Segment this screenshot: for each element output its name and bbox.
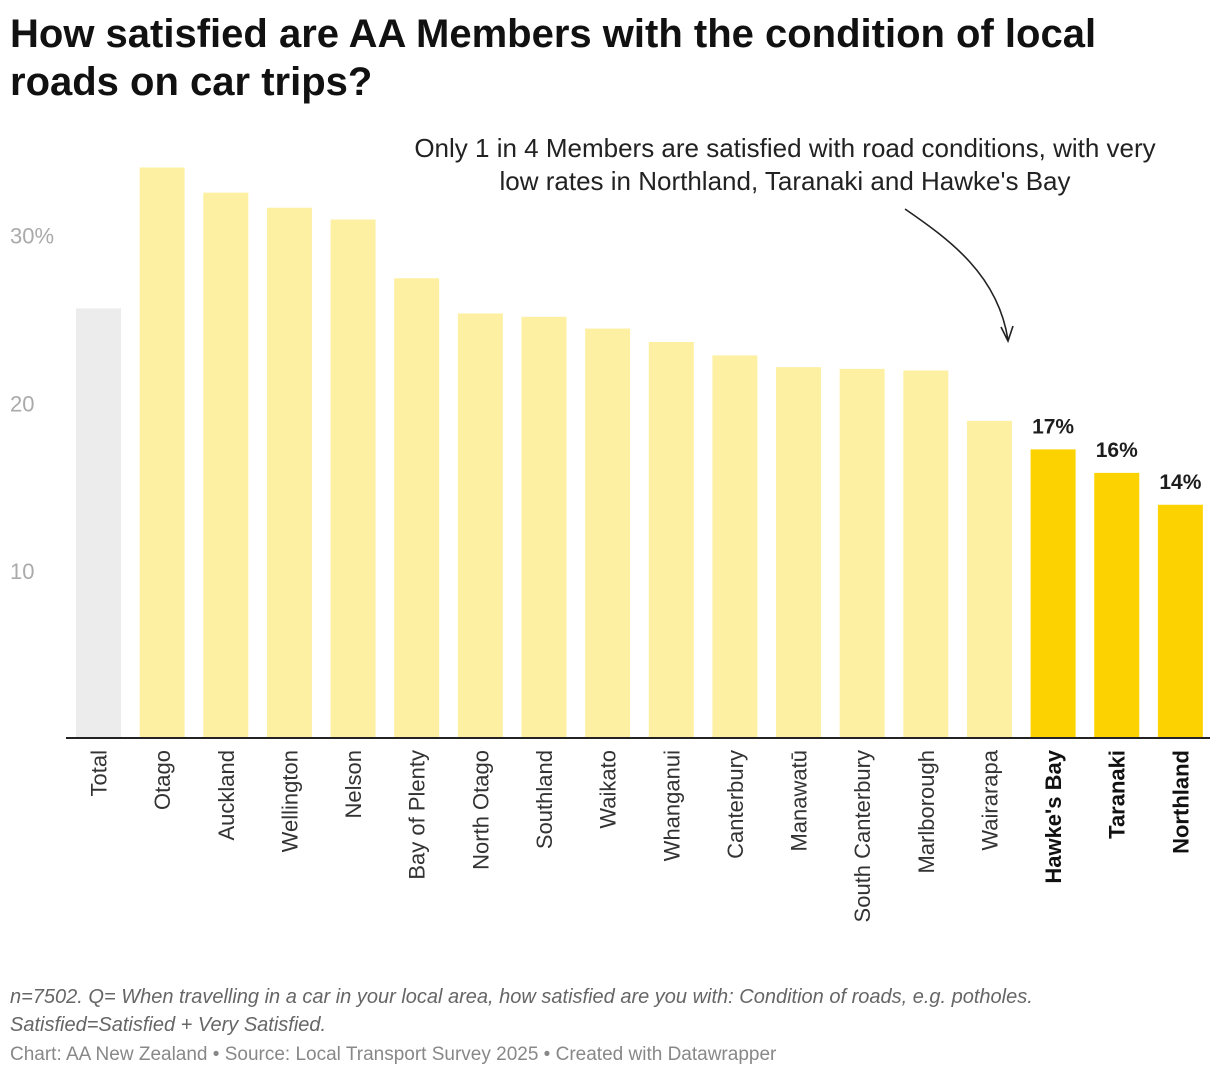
bar-chart: 10 20 30% Total Otago Auckland Wellington Nelso… <box>10 167 1210 922</box>
x-category-label: Waikato <box>596 750 621 829</box>
x-category-label: Nelson <box>341 750 366 818</box>
x-category-label: Wairarapa <box>977 749 1002 850</box>
bar <box>903 370 949 738</box>
bar <box>521 316 567 738</box>
y-tick-label: 20 <box>10 391 34 416</box>
bar <box>76 308 121 738</box>
bar <box>139 167 185 739</box>
bar-value-label: 14% <box>1159 471 1201 494</box>
bar-value-label: 17% <box>1032 415 1074 438</box>
x-category-label: South Canterbury <box>850 750 875 922</box>
chart-credit: Chart: AA New Zealand • Source: Local Tr… <box>10 1044 776 1066</box>
bar <box>394 278 440 738</box>
bar <box>203 192 249 738</box>
bar <box>457 313 503 738</box>
bar <box>966 420 1012 738</box>
x-category-label: Marlborough <box>914 750 939 874</box>
x-category-label: Manawatū <box>787 750 812 852</box>
bar <box>585 328 631 738</box>
annotation-arrow-head <box>1000 325 1014 344</box>
bar <box>1030 449 1076 738</box>
x-category-label: Wellington <box>277 750 302 852</box>
x-category-label: Southland <box>532 750 557 849</box>
bar <box>839 368 885 738</box>
notes-line-1: n=7502. Q= When travelling in a car in y… <box>10 986 1033 1008</box>
annotation-arrow-line <box>904 208 1009 341</box>
x-category-label: Northland <box>1168 750 1193 854</box>
x-category-label: Otago <box>150 750 175 810</box>
chart-title: How satisfied are AA Members with the co… <box>10 12 1097 104</box>
bar <box>266 207 312 738</box>
annotation-line-1: Only 1 in 4 Members are satisfied with r… <box>414 133 1156 163</box>
bar <box>648 341 694 738</box>
y-tick-label: 30% <box>10 224 54 249</box>
credit-separator: • <box>207 1044 225 1065</box>
credit-separator: • <box>538 1044 556 1065</box>
x-category-label: Whanganui <box>659 750 684 861</box>
notes-line-2: Satisfied=Satisfied + Very Satisfied. <box>10 1014 327 1036</box>
chart-annotation: Only 1 in 4 Members are satisfied with r… <box>380 132 1190 198</box>
x-category-label: Bay of Plenty <box>405 750 430 880</box>
credit-chart: Chart: AA New Zealand <box>10 1044 208 1065</box>
x-category-label: Hawke's Bay <box>1041 749 1066 883</box>
x-category-label: North Otago <box>468 750 493 870</box>
y-tick-label: 10 <box>10 559 34 584</box>
annotation-line-2: low rates in Northland, Taranaki and Haw… <box>499 166 1071 196</box>
bar <box>712 355 758 738</box>
bar <box>1094 472 1140 738</box>
bar <box>776 367 822 738</box>
credit-source: Source: Local Transport Survey 2025 <box>224 1044 539 1065</box>
x-category-label: Canterbury <box>723 750 748 859</box>
bar-value-label: 16% <box>1096 439 1138 462</box>
credit-tool: Created with Datawrapper <box>555 1044 777 1065</box>
x-category-label: Total <box>87 750 112 796</box>
x-category-label: Taranaki <box>1105 750 1130 839</box>
x-category-label: Auckland <box>214 750 239 841</box>
chart-notes: n=7502. Q= When travelling in a car in y… <box>10 983 1215 1039</box>
bar <box>1157 504 1203 738</box>
bar <box>330 219 376 739</box>
